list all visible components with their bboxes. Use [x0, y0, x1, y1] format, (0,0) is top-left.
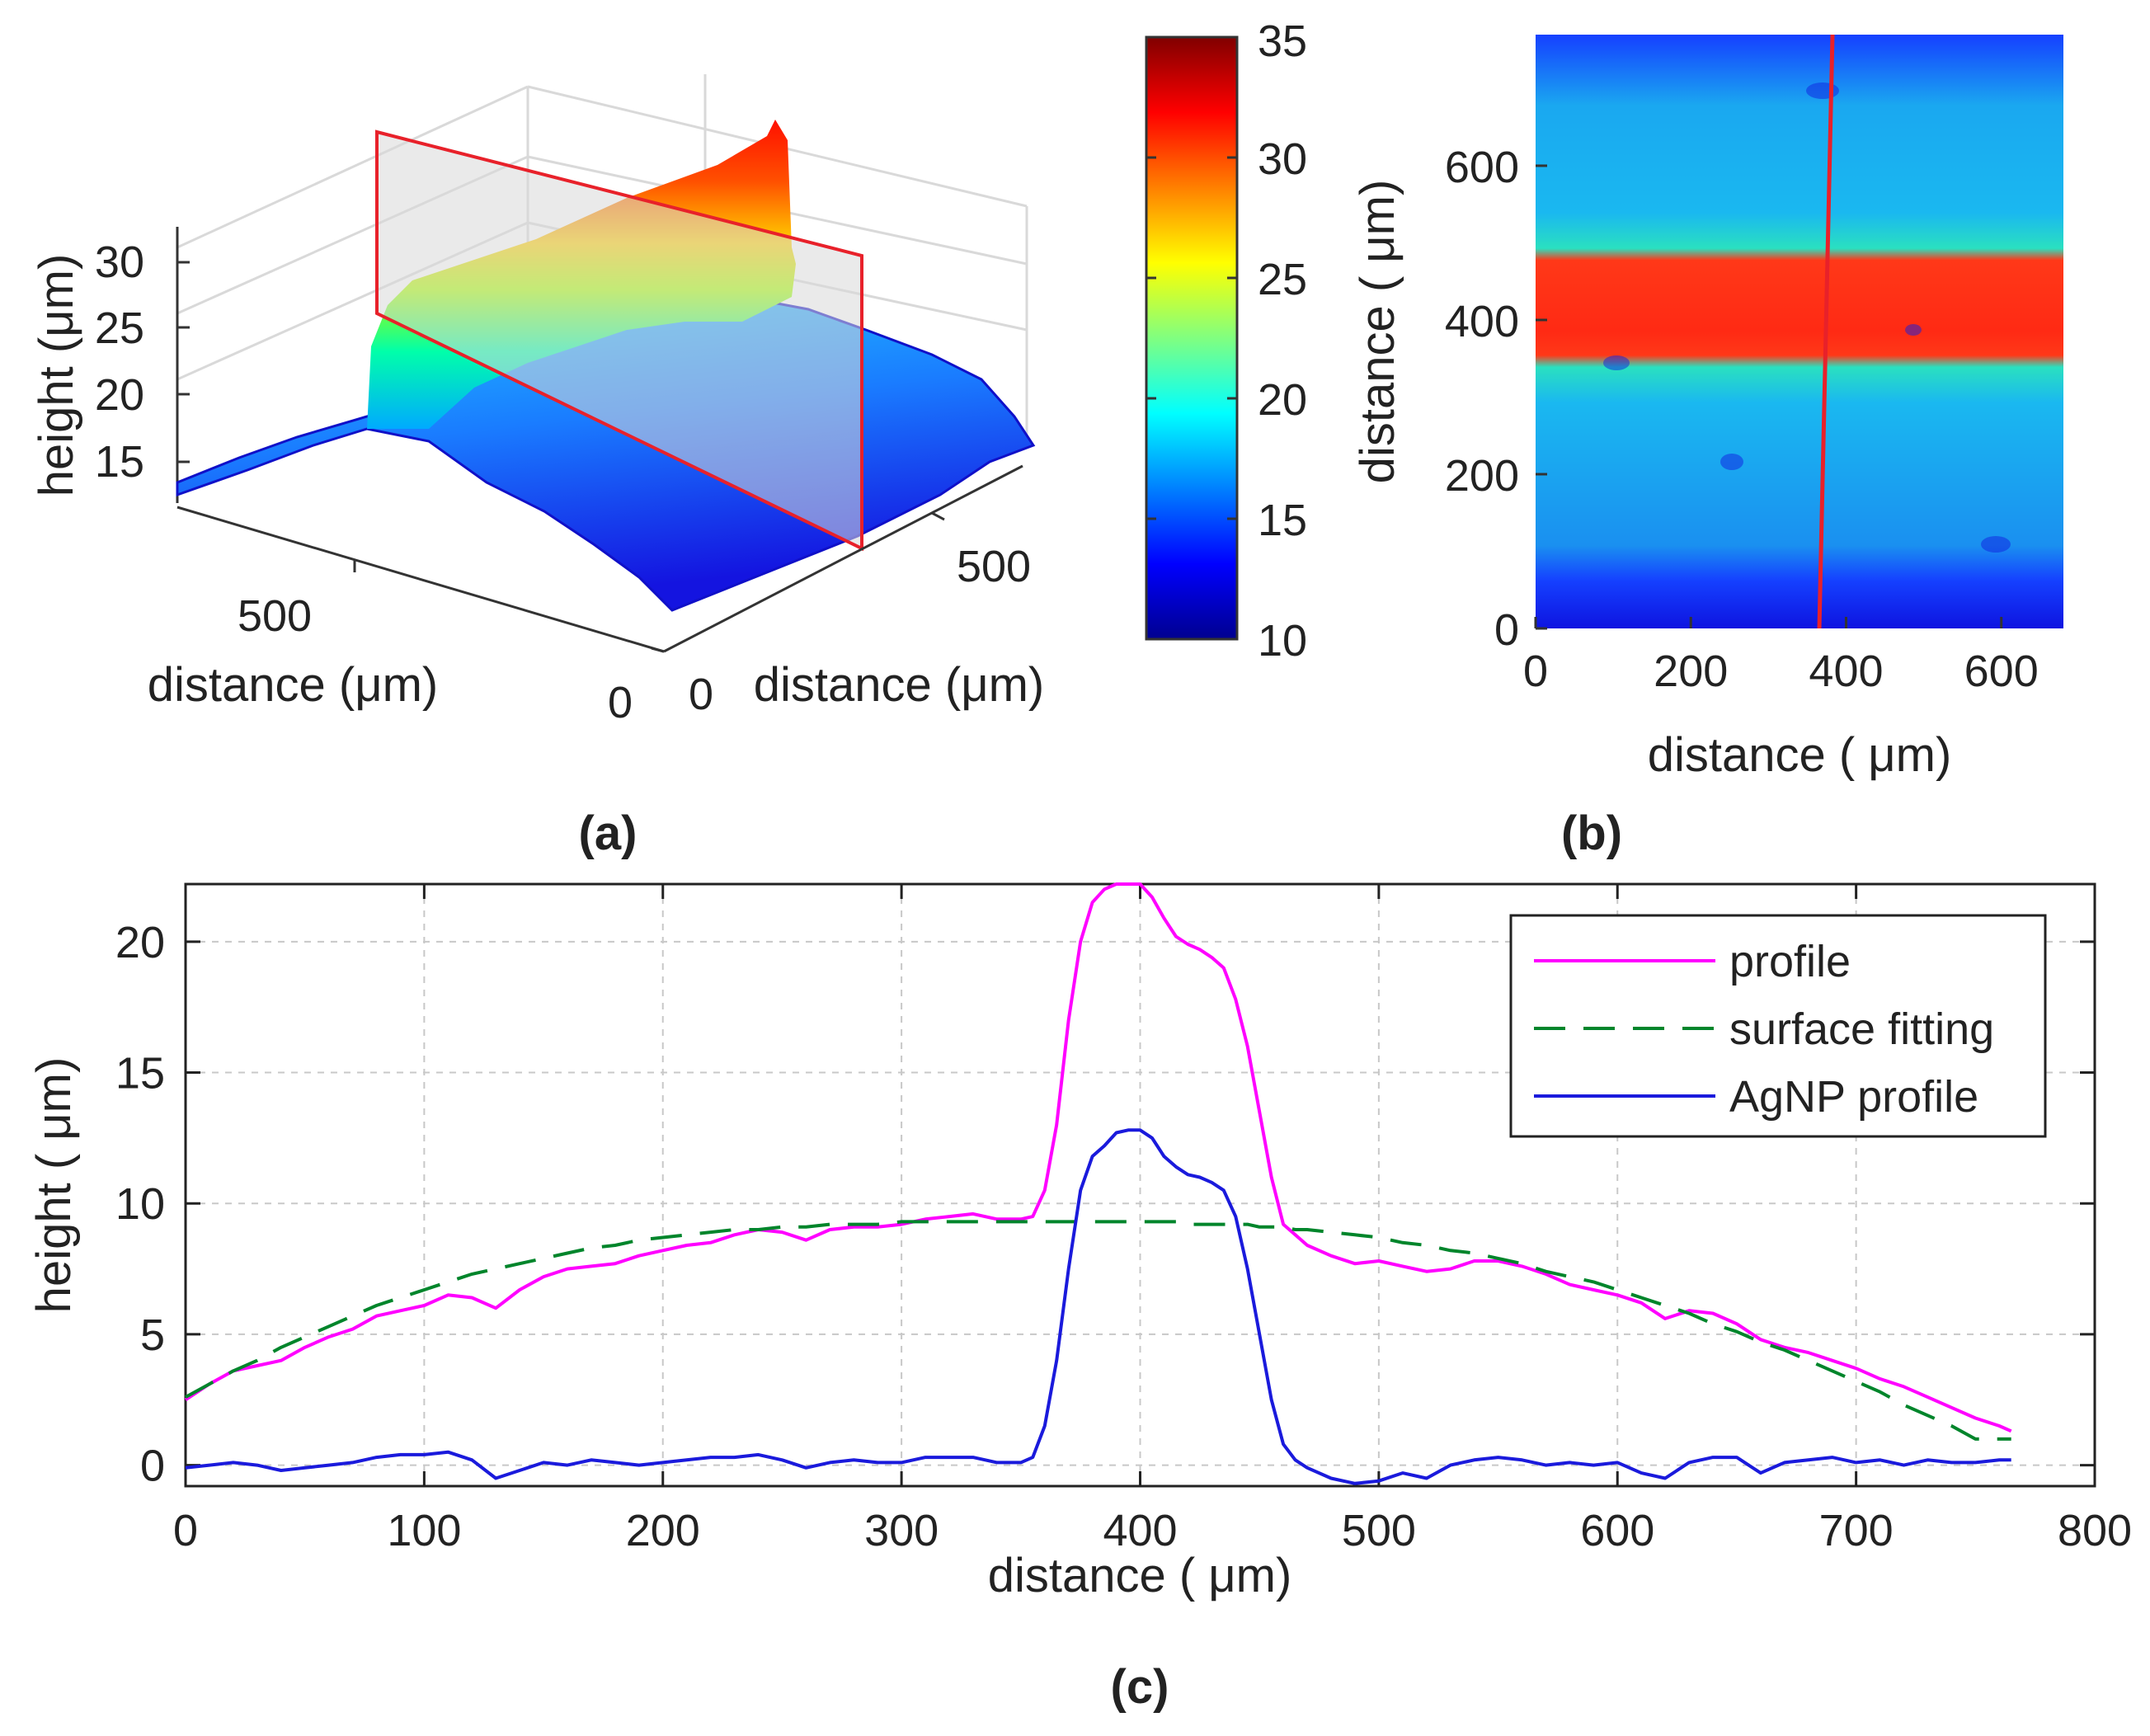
panel-c-xtick-label: 600	[1580, 1506, 1654, 1555]
series-profile	[184, 882, 2012, 1433]
panel-a-ztick-label: 25	[95, 303, 144, 353]
panel-c-ytick-label: 15	[115, 1049, 165, 1099]
panel-c-xtick-label: 800	[2058, 1506, 2132, 1555]
panel-c-x-label: distance ( μm)	[988, 1549, 1292, 1602]
colorbar-tick-label: 15	[1258, 496, 1307, 545]
panel-b-ytick-label: 400	[1445, 297, 1519, 346]
panel-b-ytick-label: 600	[1445, 143, 1519, 192]
panel-a-y-label: distance (μm)	[754, 658, 1045, 712]
panel-c-xtick-label: 700	[1819, 1506, 1894, 1555]
colorbar-tick-label: 25	[1258, 255, 1307, 304]
legend-box	[1509, 914, 2047, 1138]
panel-b-y-label: distance ( μm)	[1351, 180, 1404, 484]
panel-c-xtick-label: 200	[626, 1506, 700, 1555]
panel-b-ytick-label: 200	[1445, 451, 1519, 501]
panel-a-y-axis	[663, 464, 1023, 653]
panel-c-y-label: height ( μm)	[27, 1057, 81, 1314]
panel-c-series	[184, 882, 2012, 1485]
panel-b-label: (b)	[1561, 807, 1622, 860]
panel-a-surface-plot: 15 20 25 30 height (μm) 500 0 0 500 dist…	[30, 74, 1044, 727]
legend-label-surface-fitting: surface fitting	[1729, 1004, 1994, 1054]
panel-a-xtick-label: 500	[238, 591, 312, 641]
colorbar-tick-label: 10	[1258, 616, 1307, 666]
panel-c-ytick-label: 10	[115, 1179, 165, 1229]
panel-a-ytick-label: 500	[957, 542, 1031, 591]
panel-b-xtick-label: 400	[1809, 647, 1883, 696]
colorbar-tick-label: 20	[1258, 375, 1307, 425]
panel-a-ytick-label: 0	[689, 670, 713, 719]
panel-a-xtick-label: 0	[608, 678, 633, 727]
panel-b-axes: 0 200 400 600 0 200 400 600	[1445, 143, 2039, 696]
legend-label-agnp-profile: AgNP profile	[1729, 1072, 1978, 1122]
panel-b-heatmap: 0 200 400 600 0 200 400 600 distance ( μm) dist…	[1351, 34, 2063, 782]
colorbar-gradient	[1145, 35, 1239, 641]
panel-a-x-axis	[176, 506, 665, 653]
panel-c-xtick-label: 500	[1342, 1506, 1416, 1555]
panel-a-z-label: height (μm)	[30, 254, 83, 497]
panel-c-ticks: 0 100 200 300 400 500 600 700 800 0 5 10 15 20	[115, 884, 2132, 1555]
panel-a-ztick-label: 30	[95, 238, 144, 287]
panel-c-line-chart: 0 100 200 300 400 500 600 700 800 0 5 10 15 20 distan…	[27, 882, 2132, 1602]
panel-b-xtick-label: 600	[1964, 647, 2039, 696]
panel-c-label: (c)	[1111, 1660, 1169, 1714]
panel-b-xtick-label: 200	[1654, 647, 1728, 696]
panel-a-label: (a)	[579, 807, 637, 860]
panel-a-ztick-label: 20	[95, 370, 144, 420]
panel-b-ytick-label: 0	[1494, 605, 1519, 655]
colorbar-tick-label: 30	[1258, 134, 1307, 184]
colorbar-ticks	[1146, 35, 1237, 641]
legend-label-profile: profile	[1729, 937, 1851, 986]
panel-c-grid	[186, 884, 2095, 1486]
panel-c-xtick-label: 400	[1103, 1506, 1177, 1555]
panel-c-ytick-label: 5	[140, 1310, 165, 1360]
panel-b-xtick-label: 0	[1523, 647, 1548, 696]
panel-b-image	[1536, 35, 2063, 628]
panel-c-xtick-label: 0	[173, 1506, 198, 1555]
panel-c-xtick-label: 100	[387, 1506, 461, 1555]
panel-b-x-label: distance ( μm)	[1648, 728, 1952, 782]
colorbar-tick-label: 35	[1258, 16, 1307, 66]
panel-a-ztick-label: 15	[95, 437, 144, 487]
panel-c-xtick-label: 300	[864, 1506, 939, 1555]
panel-b-cut-line	[1817, 34, 1835, 629]
colorbar: 10 15 20 25 30 35	[1145, 16, 1307, 666]
series-surface-fitting	[185, 1220, 2011, 1441]
panel-a-z-ticks	[177, 261, 190, 463]
panel-c-legend: profile surface fitting AgNP profile	[1509, 914, 2047, 1138]
panel-c-ytick-label: 0	[140, 1442, 165, 1491]
panel-c-ytick-label: 20	[115, 918, 165, 967]
panel-a-x-label: distance (μm)	[148, 658, 439, 712]
series-agnp-profile	[185, 1128, 2011, 1485]
